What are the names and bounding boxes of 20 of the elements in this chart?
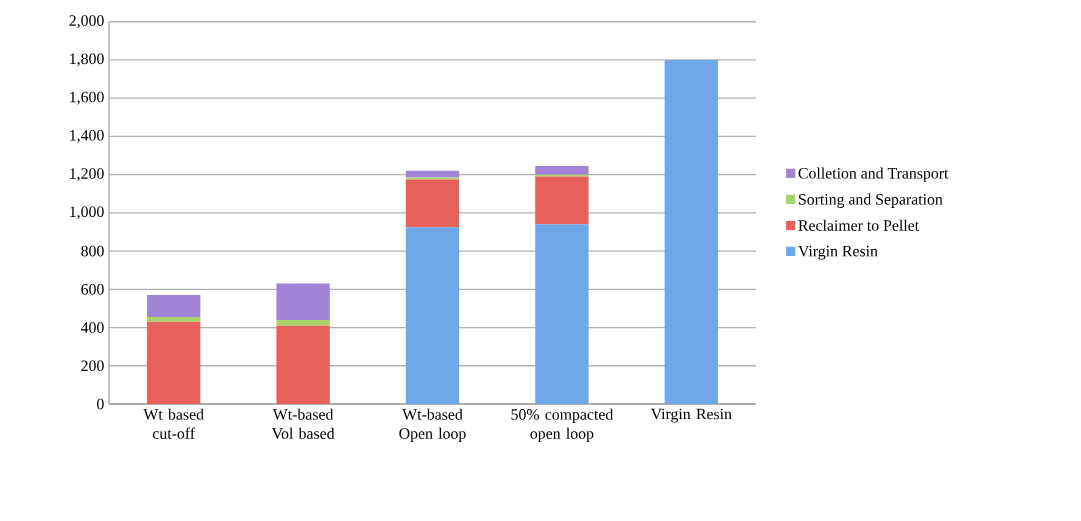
- x-tick-label: Virgin Resin: [650, 408, 732, 423]
- y-tick-label: 1,400: [70, 130, 104, 144]
- y-tick-label: 200: [81, 360, 104, 372]
- legend-label: Sorting and Separation: [799, 193, 943, 209]
- legend-label: Colletion and Transport: [798, 167, 949, 183]
- legend-label: Virgin Resin: [798, 246, 878, 260]
- y-tick-label: 2,000: [69, 15, 104, 29]
- y-tick-label: 1,600: [70, 91, 104, 105]
- legend-label: Reclaimer to Pellet: [798, 219, 919, 232]
- y-tick-label: 600: [81, 284, 104, 295]
- y-tick-label: 400: [80, 322, 104, 334]
- x-tick-label: Wt-based Vol based: [271, 408, 335, 440]
- y-tick-label: 1,800: [70, 53, 104, 67]
- y-tick-label: 1,000: [70, 206, 104, 220]
- y-tick-label: 800: [81, 245, 104, 257]
- x-tick-label: Wt-based Open loop: [399, 408, 466, 443]
- x-tick-label: 50% compacted open loop: [511, 408, 614, 443]
- x-tick-label: Wt based cut-off: [143, 408, 204, 440]
- y-tick-label: 0: [97, 398, 104, 410]
- y-tick-label: 1,200: [70, 168, 104, 182]
